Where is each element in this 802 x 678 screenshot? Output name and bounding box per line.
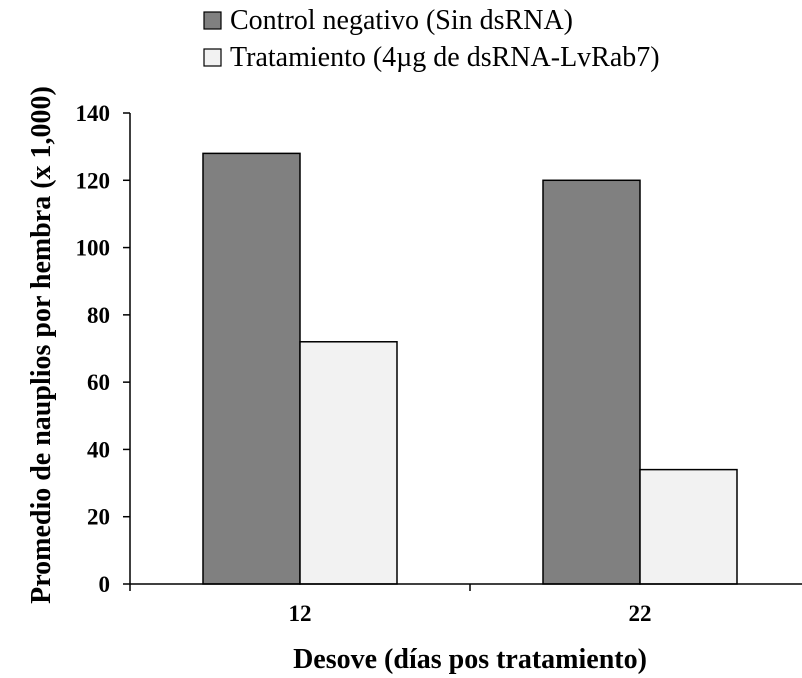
y-tick-label: 80 <box>87 303 110 328</box>
y-tick-label: 140 <box>76 101 111 126</box>
legend-label: Tratamiento (4µg de dsRNA-LvRab7) <box>230 42 660 73</box>
legend-swatch <box>203 11 222 30</box>
y-axis-title: Promedio de nauplios por hembra (x 1,000… <box>26 86 57 604</box>
bar-tratamiento-12 <box>299 341 398 585</box>
x-axis-title: Desove (días pos tratamiento) <box>293 644 647 675</box>
bar-control-22 <box>542 179 641 585</box>
legend-swatch <box>203 48 222 67</box>
y-tick-label: 100 <box>76 236 111 261</box>
legend: Control negativo (Sin dsRNA) Tratamiento … <box>203 5 660 73</box>
y-tick-label: 20 <box>87 505 110 530</box>
y-tick-label: 120 <box>76 168 111 193</box>
legend-label: Control negativo (Sin dsRNA) <box>230 5 573 36</box>
bars-group <box>202 152 738 585</box>
x-tick-label: 22 <box>629 601 652 626</box>
bar-control-12 <box>202 152 301 585</box>
y-tick-label: 60 <box>87 370 110 395</box>
x-axis: 12 22 <box>129 583 802 626</box>
y-tick-label: 0 <box>99 572 111 597</box>
y-axis: 0 20 40 60 80 100 120 140 <box>76 101 131 597</box>
y-tick-label: 40 <box>87 437 110 462</box>
x-tick-label: 12 <box>289 601 312 626</box>
bar-tratamiento-22 <box>639 468 738 585</box>
